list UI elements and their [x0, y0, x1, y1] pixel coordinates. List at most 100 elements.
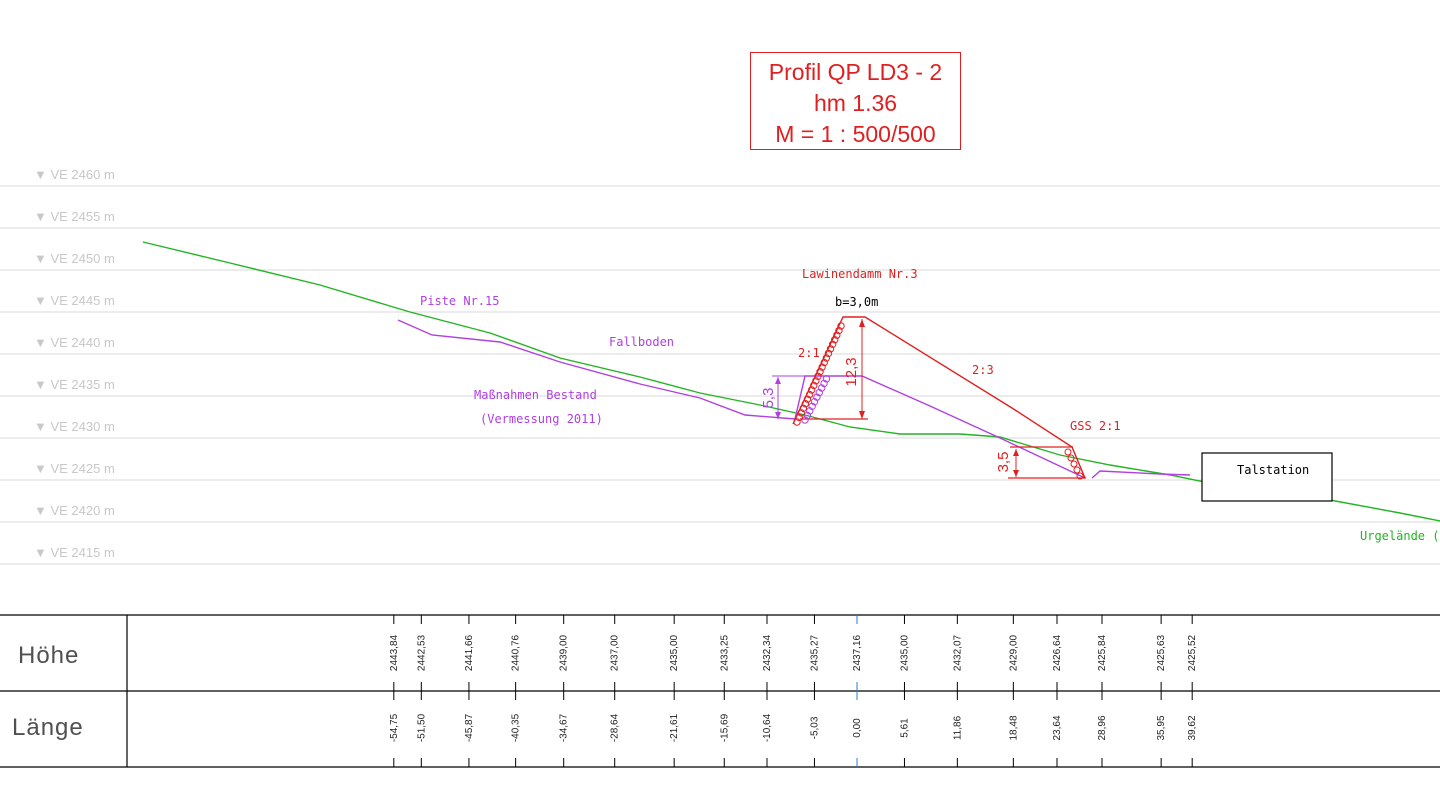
station-hoehe: 2432,07 — [952, 634, 963, 671]
gabion-circle — [822, 354, 831, 362]
station-laenge: 23,64 — [1052, 715, 1063, 740]
station-hoehe: 2425,63 — [1156, 634, 1167, 671]
gabion-circle — [837, 322, 845, 330]
existing-dam-outline — [794, 375, 1086, 479]
existing-terrain-line — [397, 319, 796, 420]
slope-left-label: 2:1 — [798, 346, 820, 360]
gabion-circle — [803, 395, 812, 403]
profile-title: Profil QP LD3 - 2 — [768, 59, 943, 85]
gss-gabion-circle — [1070, 460, 1078, 468]
gabion-circle — [810, 381, 818, 390]
gabion-circle-existing — [803, 411, 812, 420]
dimension-5-3 — [772, 375, 806, 419]
gabion-circle-existing — [801, 416, 809, 424]
gabion-circle — [828, 340, 837, 348]
profile-title-box: Profil QP LD3 - 2 hm 1.36 M = 1 : 500/50… — [750, 52, 961, 150]
station-hoehe: 2429,00 — [1008, 634, 1019, 671]
station-hoehe: 2432,34 — [762, 634, 773, 671]
massnahmen-label: Maßnahmen Bestand — [474, 388, 597, 402]
station-hoehe: 2426,64 — [1052, 634, 1063, 671]
station-laenge: -21,61 — [669, 713, 680, 742]
station-hoehe: 2437,16 — [852, 634, 863, 671]
station-laenge: 39,62 — [1187, 715, 1198, 740]
elevation-label: ▼ VE 2425 m — [34, 461, 115, 476]
elevation-label: ▼ VE 2440 m — [34, 335, 115, 350]
station-hoehe: 2442,53 — [416, 634, 427, 671]
dam-outline — [792, 316, 1086, 479]
slope-right-label: 2:3 — [972, 363, 994, 377]
station-hoehe: 2425,52 — [1187, 634, 1198, 671]
data-table-frame — [0, 614, 1440, 768]
elevation-label: ▼ VE 2415 m — [34, 545, 115, 560]
elevation-label: ▼ VE 2435 m — [34, 377, 115, 392]
gss-gabion-circle — [1076, 472, 1084, 480]
dimension-12-3 — [859, 319, 865, 419]
hectometer-label: hm 1.36 — [813, 90, 898, 116]
gabion-circle — [820, 358, 828, 367]
gabion-circle — [807, 386, 816, 394]
station-laenge: -28,64 — [610, 713, 621, 742]
station-hoehe: 2441,66 — [464, 634, 475, 671]
dimension-3-5 — [1013, 449, 1019, 477]
gabion-circle-existing — [820, 379, 828, 388]
talstation-label: Talstation — [1237, 463, 1309, 477]
gabion-circle — [799, 404, 807, 412]
dimension-3-5-label: 3,5 — [995, 452, 1012, 473]
station-hoehe: 2435,27 — [809, 634, 820, 671]
station-hoehe: 2443,84 — [389, 634, 400, 671]
station-hoehe: 2433,25 — [719, 634, 730, 671]
row-label-hoehe: Höhe — [18, 642, 79, 669]
station-laenge: 18,48 — [1008, 715, 1019, 740]
row-label-laenge: Länge — [12, 714, 84, 741]
station-laenge: -34,67 — [559, 713, 570, 742]
elevation-label: ▼ VE 2460 m — [34, 167, 115, 182]
station-hoehe: 2435,00 — [669, 634, 680, 671]
elevation-label: ▼ VE 2455 m — [34, 209, 115, 224]
dimension-12-3-label: 12,3 — [843, 357, 860, 386]
station-laenge: -15,69 — [719, 713, 730, 742]
gabion-circle — [801, 400, 810, 408]
gss-gabion-circle — [1067, 454, 1075, 462]
gabion-circle — [824, 349, 833, 358]
talstation-box — [1201, 452, 1333, 502]
station-columns: 2443,84 -54,75 2442,53 -51,50 2441,66 -45,87 2… — [389, 615, 1198, 767]
elevation-label: ▼ VE 2450 m — [34, 251, 115, 266]
gabion-circle-existing — [815, 388, 823, 397]
station-laenge: -40,35 — [511, 713, 522, 742]
gabion-circle — [816, 368, 824, 376]
station-laenge: -5,03 — [809, 716, 820, 739]
gabion-circle — [814, 372, 822, 380]
gabion-circle — [831, 336, 839, 344]
lawinendamm-label: Lawinendamm Nr.3 — [802, 267, 918, 281]
station-laenge: 11,86 — [952, 715, 963, 740]
fallboden-label: Fallboden — [609, 335, 674, 349]
gabion-circle — [818, 363, 826, 371]
gabion-circle — [805, 390, 814, 399]
gabion-circle-existing — [822, 375, 831, 383]
station-hoehe: 2439,00 — [559, 634, 570, 671]
gabion-circle — [797, 409, 805, 417]
gabion-fill — [793, 322, 1084, 480]
station-laenge: -54,75 — [389, 713, 400, 742]
gabion-circle-existing — [817, 384, 826, 392]
station-laenge: 5,61 — [899, 718, 910, 738]
crest-width-label: b=3,0m — [835, 295, 878, 309]
gabion-circle-existing — [808, 402, 816, 410]
scale-label: M = 1 : 500/500 — [775, 121, 936, 147]
gabion-circle — [793, 418, 801, 426]
urgelaende-label: Urgelände (20 — [1360, 529, 1440, 543]
gabion-circle — [835, 326, 843, 335]
gabion-circle — [826, 345, 835, 353]
gabion-circle-existing — [806, 407, 814, 415]
existing-downstream-line — [1091, 470, 1191, 479]
station-laenge: 28,96 — [1097, 715, 1108, 740]
station-laenge: -45,87 — [464, 713, 475, 742]
gabion-circle-existing — [810, 398, 819, 406]
gabion-circle-existing — [813, 393, 821, 401]
station-hoehe: 2425,84 — [1097, 634, 1108, 671]
gss-gabion-circle — [1064, 448, 1072, 456]
station-laenge: -51,50 — [416, 713, 427, 742]
station-laenge: -10,64 — [762, 713, 773, 742]
dimension-5-3-label: 5,3 — [760, 388, 777, 409]
